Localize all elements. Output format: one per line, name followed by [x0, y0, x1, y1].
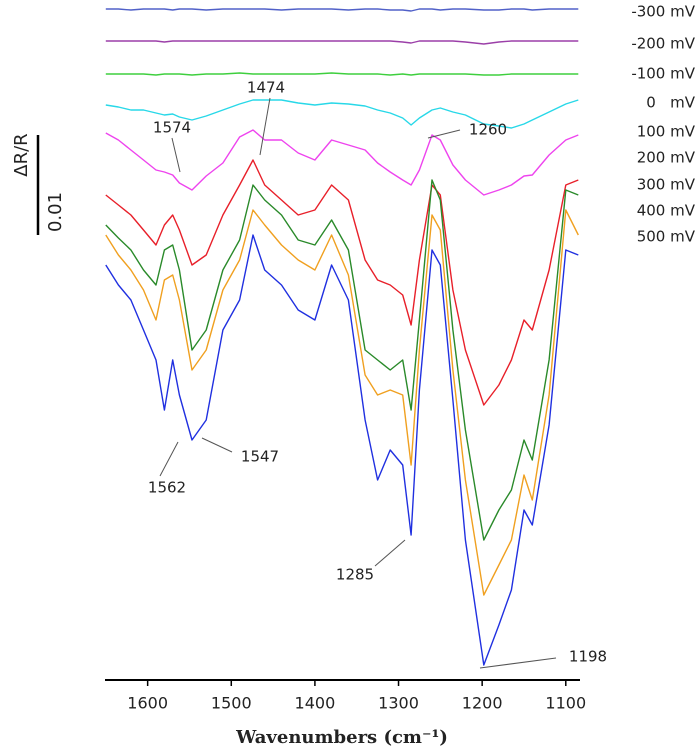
series-label: 400 mV	[637, 202, 696, 220]
annotation-leader	[259, 97, 271, 156]
spectrum-line	[105, 159, 579, 406]
series-label: 200 mV	[637, 149, 696, 167]
y-axis-label: ΔR/R	[11, 133, 32, 176]
annotation: 1260	[469, 121, 507, 139]
annotation: 1474	[247, 79, 285, 97]
annotation-leader	[479, 657, 557, 669]
spectrum-line	[105, 234, 579, 666]
series-label: 0 mV	[646, 94, 695, 112]
spectrum-line	[105, 72, 579, 76]
series-label: 500 mV	[637, 228, 696, 246]
x-tick-label: 1500	[211, 694, 252, 713]
annotation-leader	[427, 129, 461, 139]
series-label: -300 mV	[631, 3, 695, 21]
x-tick-label: 1100	[545, 694, 586, 713]
annotation: 1562	[148, 479, 186, 497]
annotation-leader	[171, 137, 181, 173]
x-axis-label: Wavenumbers (cm⁻¹)	[235, 727, 448, 748]
scale-bar-label: 0.01	[45, 192, 66, 232]
spectrum-line	[105, 99, 579, 129]
spectrum-line	[105, 8, 579, 12]
x-tick-label: 1600	[127, 694, 168, 713]
annotation: 1198	[569, 648, 607, 666]
series-label: -100 mV	[631, 65, 695, 83]
annotation-leader	[374, 539, 406, 567]
spectrum-line	[105, 40, 579, 45]
spectrum-line	[105, 209, 579, 596]
spectrum-line	[105, 179, 579, 541]
annotation-leader	[201, 437, 233, 453]
x-tick-label: 1200	[462, 694, 503, 713]
annotation: 1547	[241, 448, 279, 466]
spectrum-line	[105, 129, 579, 196]
annotation: 1574	[153, 119, 191, 137]
x-tick-label: 1300	[378, 694, 419, 713]
annotation: 1285	[336, 566, 374, 584]
series-label: -200 mV	[631, 35, 695, 53]
series-label: 100 mV	[637, 123, 696, 141]
annotation-leader	[159, 441, 179, 477]
series-label: 300 mV	[637, 176, 696, 194]
x-tick-label: 1400	[295, 694, 336, 713]
